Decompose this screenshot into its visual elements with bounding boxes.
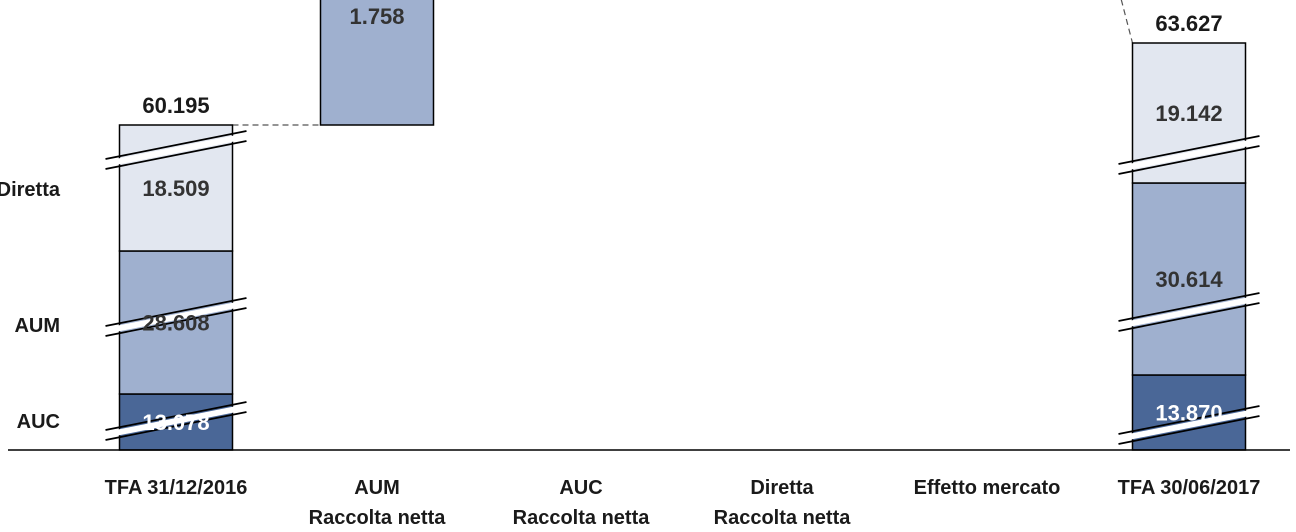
break-start-diretta-1: [105, 130, 247, 160]
break-end-auc-gap: [1118, 408, 1260, 442]
break-start-auc-1: [105, 401, 247, 431]
start-total-label: 60.195: [142, 93, 209, 118]
break-end-diretta-2: [1118, 145, 1260, 175]
step-bar-1: [319, 0, 435, 126]
end-value-auc: 13.870: [1155, 401, 1222, 426]
end-value-aum: 30.614: [1155, 267, 1223, 292]
x-tick-label-6: TFA 30/06/2017: [1118, 477, 1261, 499]
end-value-diretta: 19.142: [1155, 101, 1222, 126]
x-tick-label-2-line-1: AUM: [354, 477, 400, 499]
break-start-aum-gap: [105, 300, 247, 334]
break-start-diretta-2: [105, 140, 247, 170]
x-tick-label-1: TFA 31/12/2016: [105, 477, 248, 499]
break-start-aum-1: [105, 297, 247, 327]
break-start-auc-gap: [105, 404, 247, 438]
x-tick-label-5: Effetto mercato: [914, 477, 1061, 499]
stack-label-diretta: Diretta: [0, 179, 61, 201]
stack-label-aum: AUM: [14, 315, 60, 337]
break-end-diretta-gap: [1118, 138, 1260, 172]
x-tick-label-4-line-2: Raccolta netta: [714, 507, 852, 529]
start-bar-diretta: [118, 124, 234, 252]
step-value-1: 1.758: [349, 4, 404, 29]
start-value-aum: 28.608: [142, 311, 209, 336]
x-tick-label-3-line-1: AUC: [559, 477, 602, 499]
break-start-diretta-gap: [105, 133, 247, 167]
break-start-aum-2: [105, 307, 247, 337]
break-end-aum-2: [1118, 302, 1260, 332]
x-tick-label-4-line-1: Diretta: [750, 477, 814, 499]
x-tick-label-2-line-2: Raccolta netta: [309, 507, 447, 529]
break-start-auc-2: [105, 411, 247, 441]
break-end-diretta-1: [1118, 135, 1260, 165]
break-end-aum-gap: [1118, 295, 1260, 329]
start-value-auc: 13.078: [142, 410, 209, 435]
break-end-auc-2: [1118, 415, 1260, 445]
break-end-aum-1: [1118, 292, 1260, 322]
end-total-label: 63.627: [1155, 11, 1222, 36]
stack-label-auc: AUC: [17, 411, 60, 433]
break-end-auc-1: [1118, 405, 1260, 435]
x-tick-label-3-line-2: Raccolta netta: [513, 507, 651, 529]
connector-line-end: [1120, 0, 1134, 44]
start-value-diretta: 18.509: [142, 176, 209, 201]
